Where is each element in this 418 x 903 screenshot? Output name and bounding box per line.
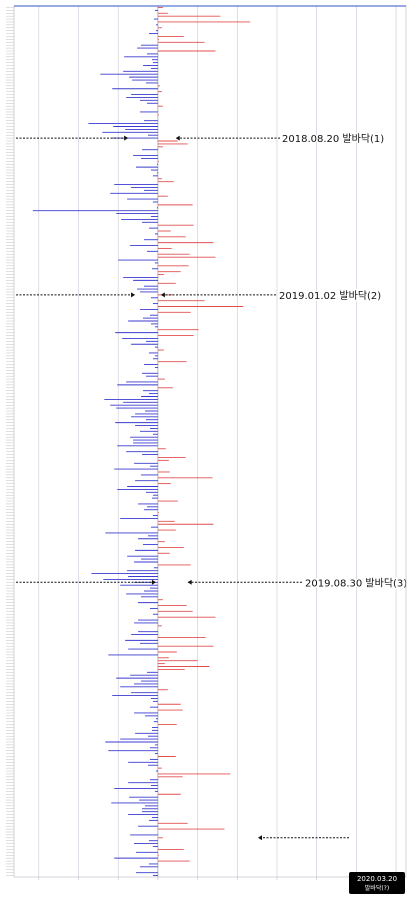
arrowhead-icon: [175, 135, 180, 141]
arrowhead-icon: [131, 292, 136, 298]
arrowhead-icon: [160, 292, 165, 298]
grid-lines: [38, 6, 397, 877]
annotation-label: 2019.01.02 발바닥(2): [279, 290, 381, 302]
bars: [32, 7, 251, 876]
arrowhead-icon: [124, 135, 129, 141]
last-annotation-box: 2020.03.20 발바닥(?): [349, 872, 405, 894]
arrowhead-icon: [151, 579, 156, 585]
annotation-label: 2018.08.20 발바닥(1): [282, 133, 384, 145]
annotation-labels: 2018.08.20 발바닥(1) 2019.01.02 발바닥(2) 2019.0…: [278, 132, 409, 591]
last-annotation-label: 발바닥(?): [364, 885, 390, 892]
annotation-arrows: [16, 135, 349, 841]
arrowhead-icon: [187, 579, 192, 585]
last-annotation-date: 2020.03.20: [356, 875, 398, 883]
row-tick-marks: [6, 7, 397, 880]
arrowhead-icon: [258, 835, 262, 841]
annotation-label: 2019.08.30 발바닥(3): [305, 577, 407, 589]
